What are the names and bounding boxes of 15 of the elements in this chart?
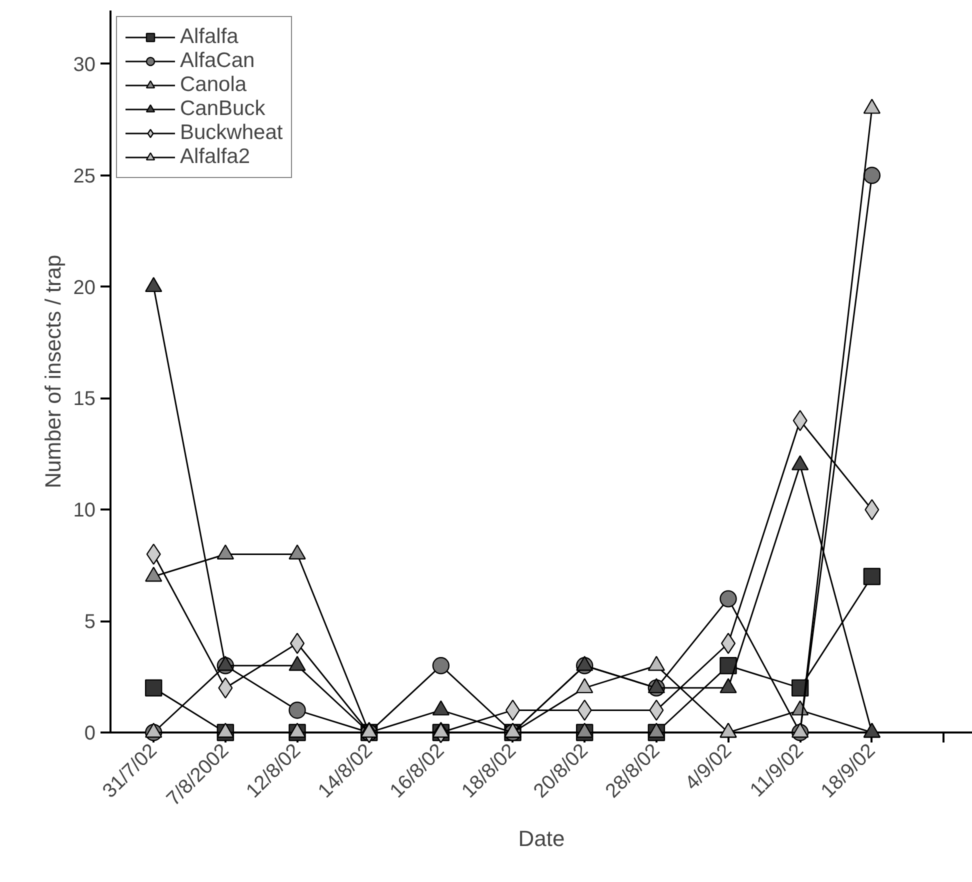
y-tick-label: 15: [73, 388, 96, 410]
y-tick-label: 30: [73, 54, 96, 76]
x-axis-title: Date: [518, 826, 565, 852]
y-axis-title: Number of insects / trap: [40, 254, 66, 488]
legend-label: CanBuck: [180, 97, 266, 121]
legend-label: Canola: [180, 73, 247, 97]
y-tick-label: 5: [84, 611, 96, 634]
y-tick-label: 10: [73, 500, 96, 522]
legend-label: Buckwheat: [180, 121, 283, 145]
legend-label: Alfalfa: [180, 25, 238, 49]
y-tick-label: 0: [84, 722, 96, 744]
y-tick-label: 25: [73, 165, 96, 188]
y-tick-label: 20: [73, 276, 96, 299]
legend-label: AlfaCan: [180, 49, 255, 73]
legend-label: Alfalfa2: [180, 145, 250, 169]
